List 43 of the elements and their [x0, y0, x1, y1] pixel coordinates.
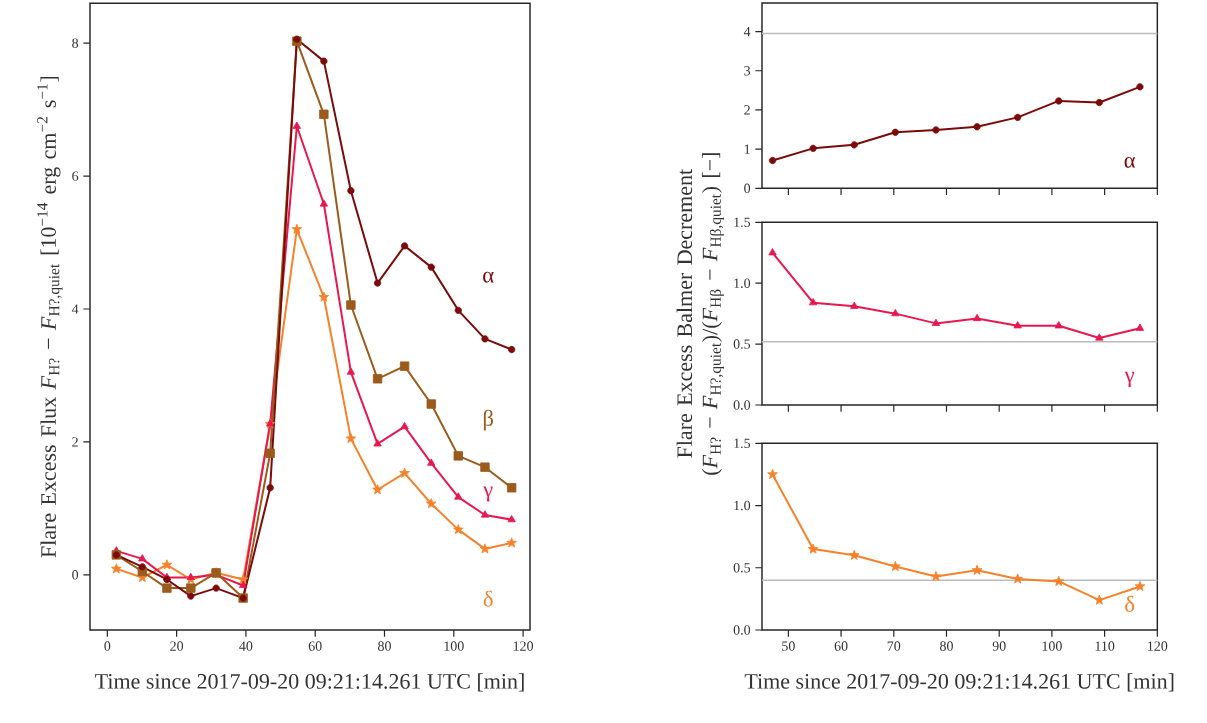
series-label: β	[483, 409, 493, 431]
series-label: α	[483, 271, 494, 283]
x-tick-label: 80	[378, 641, 391, 651]
x-tick-label: 120	[1148, 641, 1168, 651]
series-label: γ	[1124, 371, 1135, 388]
x-axis-title: Time since 2017-09-20 09:21:14.261 UTC [min]	[95, 673, 524, 692]
y-tick-label: 1.5	[734, 217, 751, 228]
y-tick-label: 1.5	[734, 438, 751, 449]
series-label: γ	[483, 486, 493, 502]
x-tick-label: 60	[308, 641, 322, 651]
y-tick-label: 1.0	[734, 278, 751, 288]
x-tick-label: 60	[834, 641, 848, 651]
x-tick-label: 100	[1042, 641, 1062, 651]
x-tick-label: 50	[782, 641, 795, 651]
y-tick-label: 2	[72, 437, 78, 447]
x-tick-label: 70	[887, 641, 901, 651]
y-tick-label: 8	[72, 38, 79, 48]
y-tick-label: 0.5	[733, 563, 751, 573]
y-tick-label: 3	[744, 66, 751, 76]
series-label: δ	[483, 590, 493, 607]
x-axis-title: Time since 2017-09-20 09:21:14.261 UTC [min]	[744, 673, 1174, 692]
x-tick-label: 90	[992, 641, 1006, 651]
y-tick-label: 4	[743, 27, 751, 37]
x-tick-label: 20	[170, 641, 184, 651]
text: Flare Excess Flux F$_{H?}$ − F$_{H?,quiet}$ [10$^{−14}$ erg cm$^{−2}$ s$^{−1}$]	[37, 76, 63, 558]
x-tick-label: 40	[239, 641, 253, 651]
y-tick-label: 4	[71, 304, 79, 314]
x-tick-label: 120	[513, 641, 534, 651]
y-tick-label: 0	[744, 183, 751, 194]
x-tick-label: 80	[940, 641, 953, 651]
y-tick-label: 0.5	[733, 339, 751, 349]
y-tick-label: 6	[72, 171, 79, 181]
y-tick-label: 0.0	[733, 625, 751, 635]
x-tick-label: 100	[444, 641, 464, 651]
y-tick-label: 1	[744, 144, 750, 154]
y-tick-label: 2	[744, 105, 750, 115]
y-tick-label: 1.0	[734, 500, 751, 511]
x-tick-label: 0	[104, 641, 111, 651]
y-tick-label: 0	[72, 570, 79, 580]
x-tick-label: 110	[1095, 641, 1115, 651]
text: α	[1124, 156, 1136, 168]
y-tick-label: 0.0	[733, 400, 751, 410]
series-label: δ	[1125, 595, 1135, 612]
